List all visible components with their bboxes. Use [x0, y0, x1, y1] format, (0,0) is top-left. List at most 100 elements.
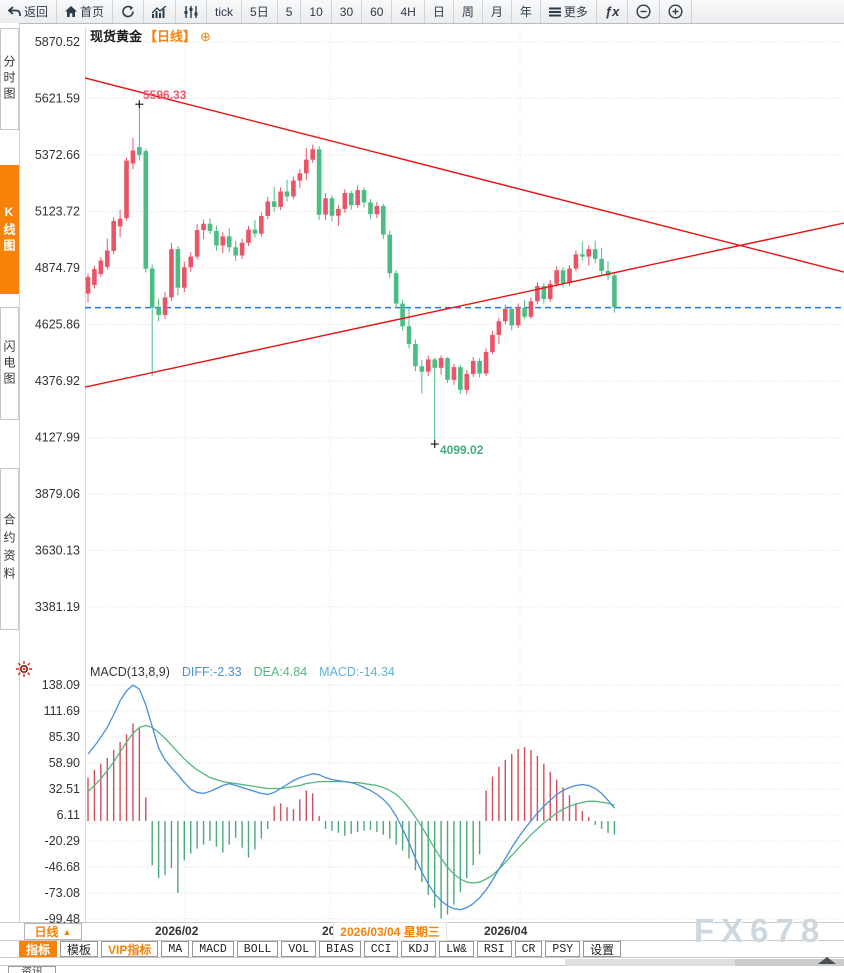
home-label: 首页	[80, 5, 105, 19]
more-label: 更多	[563, 5, 588, 19]
sidebar-item-lightning-chart[interactable]: 闪电图	[0, 307, 19, 420]
hamburger-icon	[548, 7, 561, 17]
tab-模板[interactable]: 模板	[60, 941, 99, 957]
anchor-markers	[135, 100, 439, 449]
macd-dea-line	[87, 724, 615, 884]
macd-diff-line	[87, 684, 615, 911]
collapse-arrow-icon[interactable]	[818, 957, 836, 964]
toolbar: 返回 首页 tick 5日 5 10 30 60 4H 日 周 月 年 更多 ƒ…	[0, 0, 844, 24]
add-indicator-icon[interactable]: ⊕	[200, 29, 211, 44]
svg-text:3630.13: 3630.13	[35, 543, 80, 557]
macd-name: MACD(13,8,9)	[90, 665, 170, 679]
back-button[interactable]: 返回	[0, 0, 58, 23]
tab-RSI[interactable]: RSI	[476, 941, 512, 957]
news-tab[interactable]: 资讯	[8, 966, 56, 973]
tab-设置[interactable]: 设置	[583, 941, 622, 957]
tab-PSY[interactable]: PSY	[545, 941, 581, 957]
candle-chart-button[interactable]	[176, 0, 208, 23]
horizontal-scrollbar[interactable]	[565, 957, 844, 966]
zoom-in-button[interactable]	[660, 0, 693, 23]
macd-histogram	[87, 723, 616, 919]
x-axis-label-feb: 2026/02	[155, 924, 199, 938]
period-week-button[interactable]: 周	[454, 0, 483, 23]
period-year-button[interactable]: 年	[512, 0, 541, 23]
chart-title: 现货黄金 【日线】 ⊕	[90, 26, 211, 45]
sidebar-item-time-chart[interactable]: 分时图	[0, 28, 19, 130]
macd-macd-value: MACD:-14.34	[319, 665, 395, 679]
svg-text:58.90: 58.90	[49, 756, 80, 770]
svg-text:3879.06: 3879.06	[35, 487, 80, 501]
tab-VOL[interactable]: VOL	[281, 941, 317, 957]
svg-text:138.09: 138.09	[42, 678, 80, 692]
price-axis-labels: 5870.52 5621.59 5372.66 5123.72 4874.79 4625.…	[35, 35, 80, 926]
svg-text:4625.86: 4625.86	[35, 317, 80, 331]
indicator-fx-button[interactable]: ƒx	[597, 0, 629, 23]
tab-LW&[interactable]: LW&	[439, 941, 474, 957]
gridlines	[85, 30, 844, 920]
period-30m-button[interactable]: 30	[332, 0, 363, 23]
back-arrow-icon	[8, 6, 21, 17]
indicator-tab-bar: 指标 模板 VIP指标 MA MACD BOLL VOL BIAS CCI KDJ LW& RSI CR…	[19, 941, 622, 957]
tab-KDJ[interactable]: KDJ	[401, 941, 437, 957]
period-month-button[interactable]: 月	[483, 0, 512, 23]
svg-text:5123.72: 5123.72	[35, 205, 80, 219]
period-dropdown-button[interactable]: 日线 ▲	[24, 923, 82, 940]
tab-MACD[interactable]: MACD	[192, 941, 234, 957]
svg-text:4127.99: 4127.99	[35, 430, 80, 444]
tab-MA[interactable]: MA	[161, 941, 190, 957]
sidebar-item-kline-chart[interactable]: K线图	[0, 165, 19, 294]
x-axis-label-apr: 2026/04	[484, 924, 528, 938]
scrollbar-thumb[interactable]	[565, 959, 735, 966]
chart-type-sidebar: 分时图 K线图 闪电图 合约资料	[0, 23, 20, 922]
tab-CCI[interactable]: CCI	[363, 941, 399, 957]
svg-text:-46.68: -46.68	[45, 860, 80, 874]
svg-text:4874.79: 4874.79	[35, 261, 80, 275]
symbol-name: 现货黄金	[90, 29, 143, 44]
svg-text:5372.66: 5372.66	[35, 148, 80, 162]
indicator-settings-icon[interactable]	[16, 661, 32, 682]
period-day-button[interactable]: 日	[425, 0, 454, 23]
tab-指标[interactable]: 指标	[19, 941, 58, 957]
period-60m-button[interactable]: 60	[362, 0, 393, 23]
tick-label: tick	[215, 4, 234, 19]
trend-lines[interactable]	[84, 77, 844, 388]
line-chart-button[interactable]	[144, 0, 177, 23]
home-icon	[65, 5, 78, 18]
tab-VIP指标[interactable]: VIP指标	[101, 941, 159, 957]
tab-BOLL[interactable]: BOLL	[236, 941, 279, 957]
fx-label: ƒx	[604, 4, 620, 19]
tab-BIAS[interactable]: BIAS	[319, 941, 361, 957]
tick-period-button[interactable]: tick	[207, 0, 243, 23]
low-price-annotation: 4099.02	[440, 443, 484, 457]
more-button[interactable]: 更多	[541, 0, 597, 23]
period-10m-button[interactable]: 10	[301, 0, 332, 23]
back-label: 返回	[24, 5, 49, 19]
macd-dea-value: DEA:4.84	[253, 665, 308, 679]
bar-chart-icon	[152, 5, 167, 18]
macd-diff-value: DIFF:-2.33	[181, 665, 242, 679]
high-price-annotation: 5596.33	[143, 88, 187, 102]
period-dropdown-label: 日线	[34, 925, 59, 939]
svg-text:111.69: 111.69	[44, 704, 80, 718]
period-5m-button[interactable]: 5	[278, 0, 302, 23]
sidebar-item-contract-info[interactable]: 合约资料	[0, 468, 19, 630]
svg-text:5621.59: 5621.59	[35, 91, 80, 105]
refresh-button[interactable]	[113, 0, 145, 23]
period-5d-button[interactable]: 5日	[242, 0, 278, 23]
home-button[interactable]: 首页	[57, 0, 114, 23]
svg-text:5870.52: 5870.52	[35, 35, 80, 49]
zoom-out-icon	[636, 4, 651, 19]
svg-text:-73.08: -73.08	[45, 886, 80, 900]
period-4h-button[interactable]: 4H	[392, 0, 425, 23]
crosshair-date-tooltip: 2026/03/04 星期三	[333, 922, 447, 941]
triangle-up-icon: ▲	[62, 926, 72, 937]
macd-header: MACD(13,8,9) DIFF:-2.33 DEA:4.84 MACD:-14.3…	[90, 665, 407, 679]
tab-CR[interactable]: CR	[514, 941, 543, 957]
refresh-icon	[121, 5, 135, 18]
candle-chart-icon	[184, 5, 198, 18]
period-tag: 【日线】	[144, 29, 197, 44]
zoom-out-button[interactable]	[628, 0, 661, 23]
svg-text:85.30: 85.30	[49, 730, 80, 744]
